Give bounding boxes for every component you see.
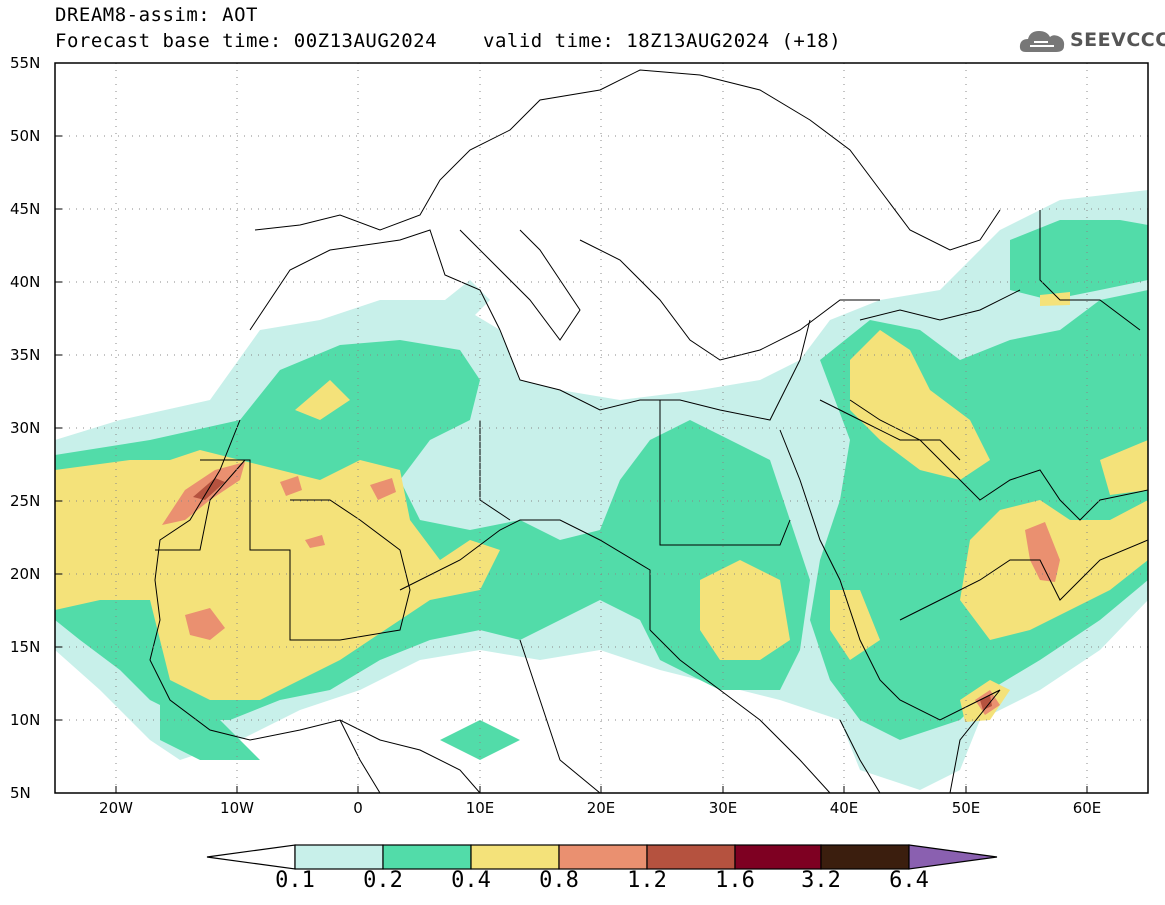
lat-label: 55N (10, 54, 41, 72)
lat-label: 30N (10, 419, 41, 437)
colorbar-over-arrow (908, 844, 998, 870)
colorbar-label: 0.1 (275, 868, 315, 893)
colorbar-under-arrow (206, 844, 296, 870)
colorbar-label: 3.2 (801, 868, 841, 893)
lon-label: 20E (586, 799, 616, 817)
valid-time: valid time: 18Z13AUG2024 (+18) (483, 30, 842, 52)
lon-label: 0 (353, 799, 363, 817)
colorbar-label: 1.2 (627, 868, 667, 893)
colorbar-swatch-6 (734, 844, 822, 870)
lat-label: 5N (10, 784, 31, 802)
lat-label: 50N (10, 127, 41, 145)
lat-label: 25N (10, 492, 41, 510)
colorbar-label: 0.8 (539, 868, 579, 893)
seevccc-logo: SEEVCCC (1018, 22, 1165, 58)
colorbar (206, 844, 998, 870)
colorbar-swatch-4 (558, 844, 648, 870)
colorbar-label: 0.4 (451, 868, 491, 893)
colorbar-swatch-1 (294, 844, 384, 870)
colorbar-label: 1.6 (715, 868, 755, 893)
coastlines-borders (149, 69, 1148, 793)
lat-label: 10N (10, 711, 41, 729)
lat-label: 45N (10, 200, 41, 218)
forecast-base-time: Forecast base time: 00Z13AUG2024 (55, 30, 438, 52)
logo-text: SEEVCCC (1070, 29, 1165, 51)
lon-label: 30E (708, 799, 738, 817)
lon-label: 60E (1072, 799, 1102, 817)
lat-label: 35N (10, 346, 41, 364)
colorbar-swatch-5 (646, 844, 736, 870)
colorbar-swatch-7 (820, 844, 910, 870)
cloud-logo-icon (1019, 31, 1065, 52)
lon-label: 10E (465, 799, 495, 817)
colorbar-label: 6.4 (889, 868, 929, 893)
lat-label: 20N (10, 565, 41, 583)
colorbar-swatch-3 (470, 844, 560, 870)
lon-label: 50E (951, 799, 981, 817)
lat-label: 40N (10, 273, 41, 291)
graticule (55, 63, 1148, 793)
lon-label: 20W (99, 799, 133, 817)
map-title: DREAM8-assim: AOT (55, 4, 258, 26)
lon-label: 10W (220, 799, 254, 817)
colorbar-label: 0.2 (363, 868, 403, 893)
lon-label: 40E (829, 799, 859, 817)
lat-label: 15N (10, 638, 41, 656)
colorbar-swatch-2 (382, 844, 472, 870)
